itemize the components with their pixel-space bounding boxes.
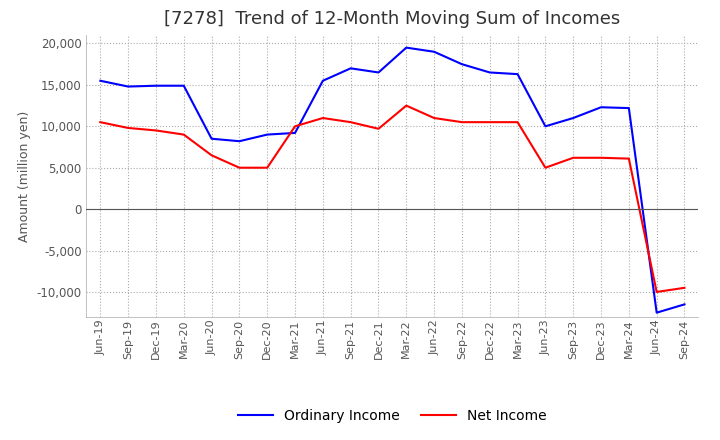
Ordinary Income xyxy=(152,83,161,88)
Ordinary Income xyxy=(207,136,216,141)
Line: Ordinary Income: Ordinary Income xyxy=(100,48,685,313)
Net Income xyxy=(346,120,355,125)
Net Income xyxy=(124,125,132,131)
Ordinary Income xyxy=(263,132,271,137)
Net Income xyxy=(597,155,606,161)
Ordinary Income xyxy=(235,139,243,144)
Net Income xyxy=(152,128,161,133)
Net Income xyxy=(402,103,410,108)
Net Income xyxy=(318,115,327,121)
Net Income xyxy=(207,153,216,158)
Ordinary Income xyxy=(680,302,689,307)
Net Income xyxy=(541,165,550,170)
Ordinary Income xyxy=(96,78,104,84)
Net Income xyxy=(430,115,438,121)
Ordinary Income xyxy=(569,115,577,121)
Ordinary Income xyxy=(346,66,355,71)
Ordinary Income xyxy=(318,78,327,84)
Net Income xyxy=(458,120,467,125)
Ordinary Income xyxy=(485,70,494,75)
Net Income xyxy=(263,165,271,170)
Ordinary Income xyxy=(291,130,300,136)
Ordinary Income xyxy=(430,49,438,55)
Ordinary Income xyxy=(124,84,132,89)
Net Income xyxy=(179,132,188,137)
Ordinary Income xyxy=(402,45,410,50)
Ordinary Income xyxy=(179,83,188,88)
Ordinary Income xyxy=(624,106,633,111)
Line: Net Income: Net Income xyxy=(100,106,685,292)
Ordinary Income xyxy=(513,71,522,77)
Title: [7278]  Trend of 12-Month Moving Sum of Incomes: [7278] Trend of 12-Month Moving Sum of I… xyxy=(164,10,621,28)
Y-axis label: Amount (million yen): Amount (million yen) xyxy=(18,110,31,242)
Ordinary Income xyxy=(541,124,550,129)
Net Income xyxy=(680,285,689,290)
Net Income xyxy=(291,124,300,129)
Net Income xyxy=(513,120,522,125)
Ordinary Income xyxy=(458,62,467,67)
Net Income xyxy=(624,156,633,161)
Ordinary Income xyxy=(652,310,661,315)
Net Income xyxy=(652,290,661,295)
Ordinary Income xyxy=(374,70,383,75)
Legend: Ordinary Income, Net Income: Ordinary Income, Net Income xyxy=(233,403,552,428)
Ordinary Income xyxy=(597,105,606,110)
Net Income xyxy=(235,165,243,170)
Net Income xyxy=(485,120,494,125)
Net Income xyxy=(374,126,383,132)
Net Income xyxy=(96,120,104,125)
Net Income xyxy=(569,155,577,161)
